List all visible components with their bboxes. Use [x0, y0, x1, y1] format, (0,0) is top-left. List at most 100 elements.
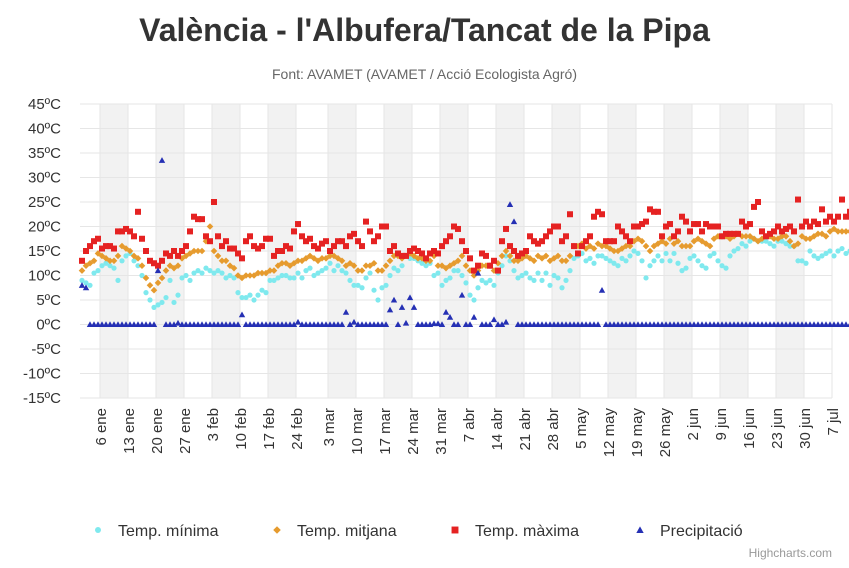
credits-link[interactable]: Highcharts.com [748, 546, 832, 560]
data-point[interactable] [706, 242, 714, 250]
data-point[interactable] [215, 233, 221, 240]
data-point[interactable] [591, 260, 597, 266]
data-point[interactable] [610, 321, 618, 328]
data-point[interactable] [191, 213, 197, 220]
data-point[interactable] [95, 268, 101, 274]
data-point[interactable] [291, 228, 297, 235]
data-point[interactable] [502, 318, 510, 325]
data-point[interactable] [363, 275, 369, 281]
data-point[interactable] [479, 250, 485, 257]
data-point[interactable] [510, 218, 518, 225]
data-point[interactable] [678, 242, 686, 250]
data-point[interactable] [555, 275, 561, 281]
data-point[interactable] [399, 263, 405, 269]
data-point[interactable] [698, 237, 706, 245]
data-point[interactable] [794, 321, 802, 328]
data-point[interactable] [658, 321, 666, 328]
data-point[interactable] [563, 277, 569, 283]
data-point[interactable] [731, 248, 737, 254]
data-point[interactable] [531, 238, 537, 245]
data-point[interactable] [503, 225, 509, 232]
data-point[interactable] [247, 292, 253, 298]
data-point[interactable] [347, 233, 353, 240]
data-point[interactable] [818, 230, 826, 238]
data-point[interactable] [130, 252, 138, 260]
data-point[interactable] [786, 321, 794, 328]
data-point[interactable] [79, 277, 85, 283]
data-point[interactable] [563, 233, 569, 240]
data-point[interactable] [371, 287, 377, 293]
data-point[interactable] [767, 230, 773, 237]
data-point[interactable] [155, 262, 161, 269]
data-point[interactable] [139, 272, 145, 279]
data-point[interactable] [231, 245, 237, 252]
data-point[interactable] [335, 263, 341, 269]
data-point[interactable] [254, 269, 262, 277]
data-point[interactable] [287, 245, 293, 252]
data-point[interactable] [639, 258, 645, 264]
data-point[interactable] [742, 233, 750, 240]
data-point[interactable] [327, 248, 333, 254]
data-point[interactable] [387, 248, 393, 254]
data-point[interactable] [763, 238, 769, 244]
data-point[interactable] [83, 248, 89, 254]
data-point[interactable] [527, 233, 533, 240]
data-point[interactable] [107, 243, 113, 250]
data-point[interactable] [386, 306, 394, 313]
data-point[interactable] [194, 247, 202, 255]
data-point[interactable] [210, 247, 218, 255]
data-point[interactable] [363, 218, 369, 225]
data-point[interactable] [386, 257, 394, 265]
data-point[interactable] [435, 270, 441, 276]
data-point[interactable] [547, 282, 553, 288]
data-point[interactable] [439, 243, 445, 250]
data-point[interactable] [259, 287, 265, 293]
data-point[interactable] [606, 321, 614, 328]
data-point[interactable] [146, 282, 154, 289]
data-point[interactable] [111, 265, 117, 271]
data-point[interactable] [662, 240, 670, 247]
data-point[interactable] [395, 250, 401, 257]
data-point[interactable] [122, 321, 130, 328]
data-point[interactable] [735, 245, 741, 252]
data-point[interactable] [135, 208, 141, 215]
data-point[interactable] [622, 242, 630, 250]
data-point[interactable] [830, 321, 838, 328]
data-point[interactable] [666, 235, 674, 243]
data-point[interactable] [595, 253, 601, 259]
data-point[interactable] [398, 304, 406, 310]
data-point[interactable] [267, 235, 273, 242]
data-point[interactable] [179, 248, 185, 254]
data-point[interactable] [271, 277, 277, 283]
data-point[interactable] [459, 238, 465, 245]
data-point[interactable] [387, 272, 393, 279]
data-point[interactable] [454, 257, 462, 265]
data-point[interactable] [611, 260, 617, 266]
data-point[interactable] [187, 277, 193, 283]
data-point[interactable] [803, 218, 809, 225]
data-point[interactable] [691, 253, 697, 259]
data-point[interactable] [595, 208, 601, 215]
data-point[interactable] [431, 248, 437, 254]
data-point[interactable] [723, 265, 729, 271]
data-point[interactable] [538, 255, 546, 262]
data-point[interactable] [674, 237, 682, 245]
data-point[interactable] [599, 253, 605, 259]
data-point[interactable] [515, 275, 521, 281]
data-point[interactable] [590, 245, 598, 252]
data-point[interactable] [187, 228, 193, 235]
data-point[interactable] [738, 233, 746, 240]
data-point[interactable] [299, 275, 305, 281]
data-point[interactable] [782, 233, 790, 240]
data-point[interactable] [139, 235, 145, 242]
data-point[interactable] [707, 253, 713, 259]
data-point[interactable] [774, 235, 782, 243]
data-point[interactable] [499, 263, 505, 269]
data-point[interactable] [827, 213, 833, 220]
data-point[interactable] [747, 238, 753, 244]
data-point[interactable] [415, 248, 421, 254]
data-point[interactable] [446, 262, 454, 269]
data-point[interactable] [115, 277, 121, 283]
data-point[interactable] [447, 233, 453, 240]
data-point[interactable] [514, 257, 522, 265]
